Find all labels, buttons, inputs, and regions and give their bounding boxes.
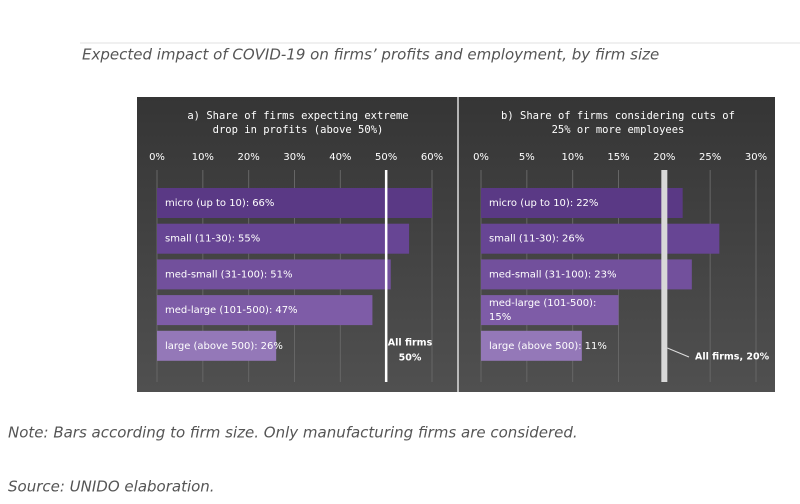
panel-title: drop in profits (above 50%) [213, 124, 384, 136]
reference-label: All firms [388, 338, 433, 349]
x-tick-label: 30% [283, 152, 305, 163]
bar-value-label: 66% [252, 198, 274, 209]
plots: a) Share of firms expecting extreme drop … [149, 110, 770, 382]
bar [481, 188, 683, 218]
bar-value-label: 55% [238, 234, 260, 245]
bar-category-label: large (above 500): [489, 341, 582, 352]
bar-category-label: med-small (31-100): [489, 269, 591, 280]
bar [157, 330, 277, 361]
bar-value-label: 23% [594, 269, 616, 280]
bar-value-label: 51% [270, 269, 292, 280]
bar-value-label: 47% [275, 305, 297, 316]
bar [157, 259, 391, 290]
bar [481, 223, 720, 254]
bar [481, 259, 692, 290]
x-tick-label: 20% [238, 152, 260, 163]
bar [481, 295, 619, 326]
bar-category-label: med-large (101-500): [165, 305, 272, 316]
bar-value-label: 15% [489, 312, 511, 323]
bar-category-label: small (11-30): [489, 234, 559, 245]
panel: b) Share of firms considering cuts of 25%… [473, 110, 770, 382]
bar-value-label: 26% [261, 341, 283, 352]
caption: Expected impact of COVID-19 on firms’ pr… [82, 46, 659, 64]
x-tick-label: 50% [375, 152, 397, 163]
bar-category-label: med-large (101-500): [489, 298, 596, 309]
bar [157, 295, 373, 326]
reference-leader [667, 347, 690, 358]
bar-value-label: 26% [562, 234, 584, 245]
bar-category-label: med-small (31-100): [165, 269, 267, 280]
panel-title: a) Share of firms expecting extreme [187, 110, 408, 122]
bar-category-label: large (above 500): [165, 341, 258, 352]
x-tick-label: 5% [519, 152, 535, 163]
source: Source: UNIDO elaboration. [8, 478, 215, 496]
bar-category-label: small (11-30): [165, 234, 235, 245]
bar-category-label: micro (up to 10): [165, 198, 249, 209]
x-tick-label: 60% [421, 152, 443, 163]
x-tick-label: 10% [562, 152, 584, 163]
x-tick-label: 30% [745, 152, 767, 163]
bar-category-label: micro (up to 10): [489, 198, 573, 209]
bar-value-label: 11% [585, 341, 607, 352]
panel-title: 25% or more employees [552, 124, 685, 136]
bar [481, 330, 582, 361]
bars [481, 188, 720, 361]
reference-label: 50% [399, 353, 422, 364]
reference-label: All firms, 20% [695, 352, 770, 363]
x-tick-label: 25% [699, 152, 721, 163]
x-tick-label: 0% [149, 152, 165, 163]
panel-title: b) Share of firms considering cuts of [501, 110, 735, 122]
bar-value-label: 22% [576, 198, 598, 209]
bar [157, 223, 410, 254]
x-tick-label: 15% [607, 152, 629, 163]
x-tick-label: 0% [473, 152, 489, 163]
x-tick-label: 10% [192, 152, 214, 163]
x-tick-label: 40% [329, 152, 351, 163]
x-tick-label: 20% [653, 152, 675, 163]
panel: a) Share of firms expecting extreme drop … [149, 110, 443, 382]
note: Note: Bars according to firm size. Only … [8, 424, 578, 442]
